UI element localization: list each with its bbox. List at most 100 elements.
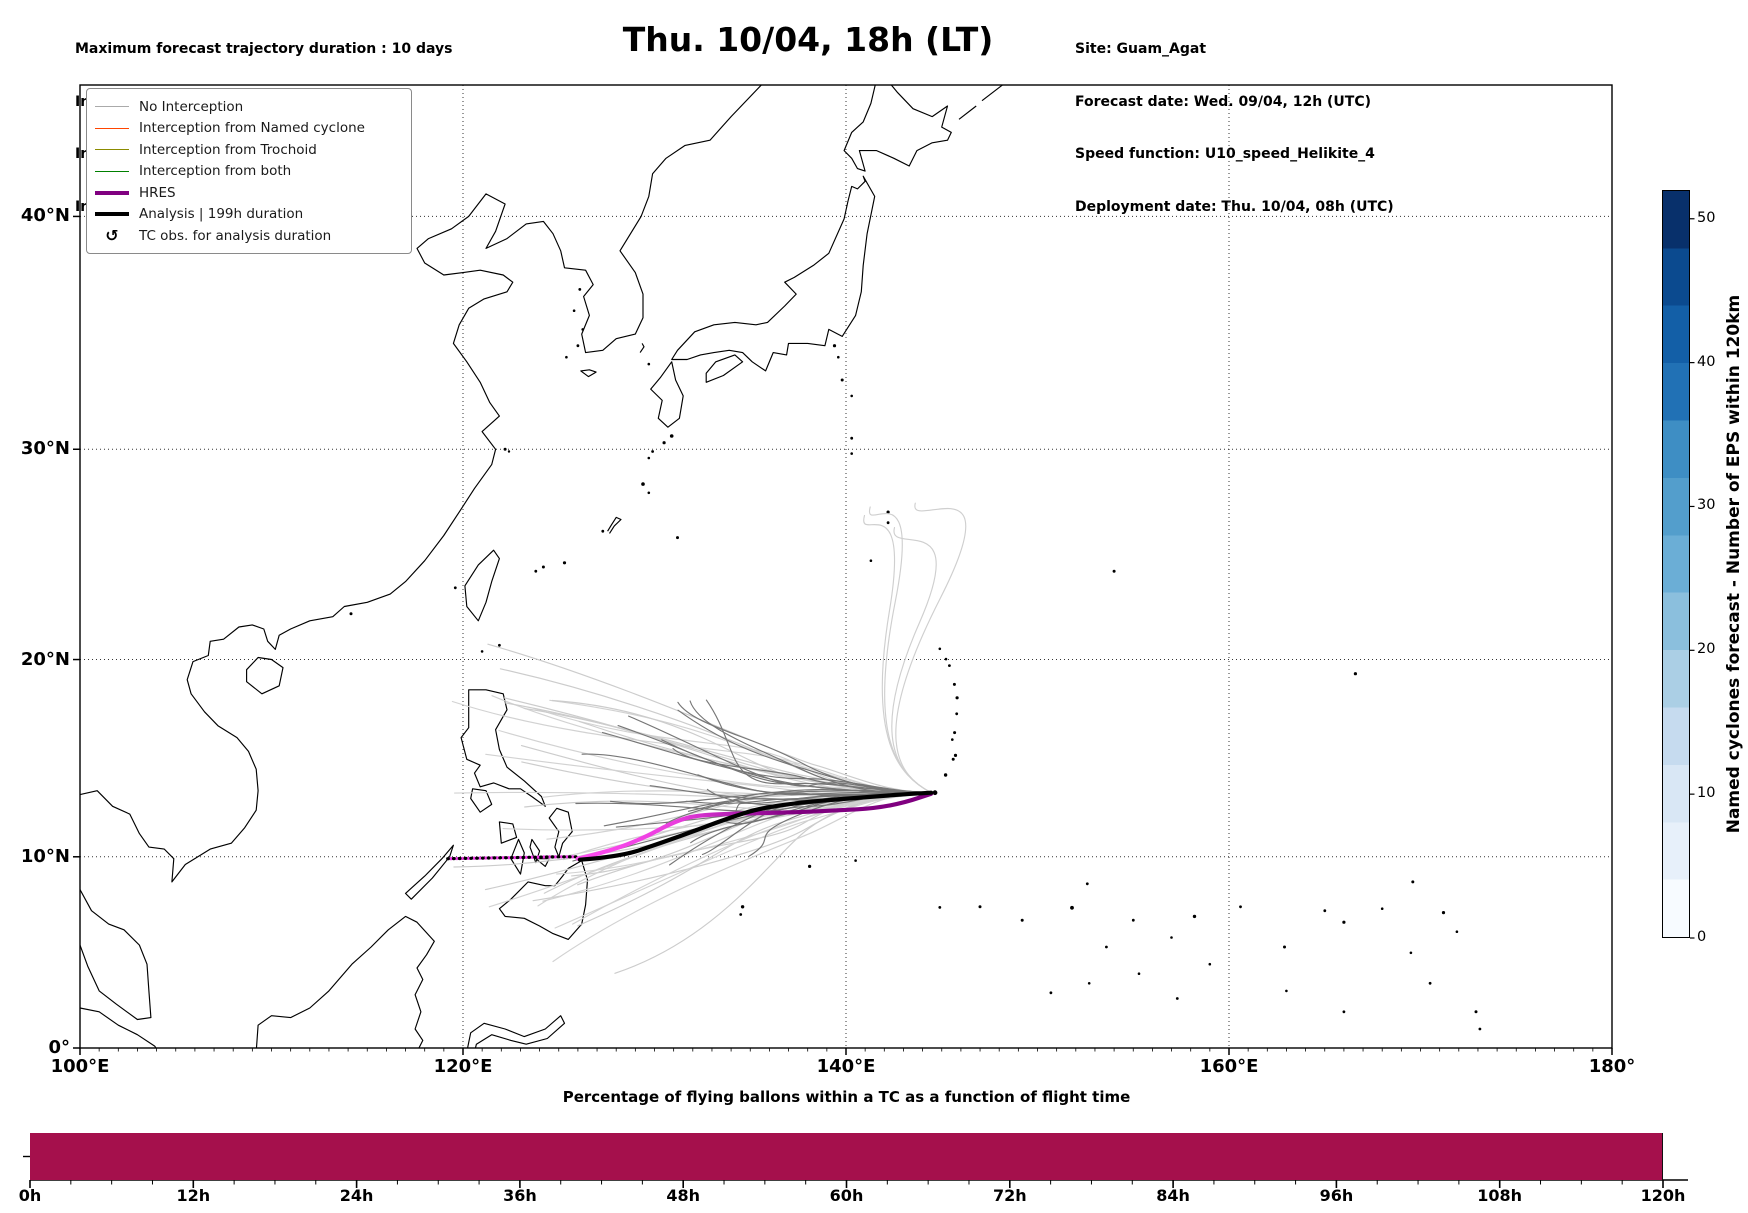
x-axis-label-180: 180° [1588, 1056, 1636, 1077]
flight-time-label-108h: 108h [1477, 1186, 1523, 1205]
coastline-mainland-asia [80, 85, 763, 883]
legend-line-sample [95, 127, 129, 129]
tc-obs-track-black [446, 855, 580, 861]
legend-line-icon [95, 106, 129, 108]
colorbar-tick-marks [1690, 218, 1695, 939]
coastline-samar-leyte [548, 807, 573, 858]
legend-line-icon [95, 190, 129, 195]
colorbar-tick-50: 50 [1697, 209, 1716, 226]
page-title: Thu. 10/04, 18h (LT) [622, 20, 994, 59]
y-axis-label-20: 20°N [20, 648, 70, 670]
coastline-tsushima [639, 343, 645, 353]
x-axis-label-140: 140°E [816, 1056, 876, 1077]
map-legend: No Interception Interception from Named c… [86, 88, 412, 254]
coastline-sumatra [80, 1007, 157, 1048]
legend-item-0: No Interception [95, 96, 401, 118]
param-line-duration: Maximum forecast trajectory duration : 1… [75, 41, 453, 57]
bottom-chart-axis [23, 1155, 1688, 1188]
legend-line-sample [95, 190, 129, 195]
coastlines [80, 71, 1028, 1048]
flight-time-label-12h: 12h [176, 1186, 211, 1205]
flight-time-label-0h: 0h [18, 1186, 42, 1205]
coastline-sakhalin-tip [881, 71, 892, 83]
site-line-site: Site: Guam_Agat [1075, 41, 1207, 57]
legend-item-2: Interception from Trochoid [95, 139, 401, 161]
x-axis-label-160: 160°E [1199, 1056, 1259, 1077]
eps-trajectories-light [451, 502, 967, 974]
colorbar-tick-40: 40 [1697, 353, 1716, 370]
y-axis-label-40: 40°N [20, 205, 70, 227]
legend-line-icon [95, 212, 129, 217]
cyclone-rotation-icon: ↺ [105, 225, 119, 245]
tc-obs-icon: ↺ [95, 225, 129, 245]
coastline-bohol [535, 858, 550, 867]
colorbar-tick-30: 30 [1697, 497, 1716, 514]
legend-item-4: HRES [95, 182, 401, 204]
legend-label: No Interception [139, 98, 244, 115]
legend-line-sample [95, 106, 129, 108]
colorbar-tick-10: 10 [1697, 785, 1716, 802]
map-gridlines [80, 85, 1612, 1048]
colorbar-label: Named cyclones forecast - Number of EPS … [1724, 294, 1744, 834]
coastline-honshu [671, 175, 876, 372]
legend-label: Analysis | 199h duration [139, 206, 304, 223]
legend-line-icon [95, 127, 129, 129]
colorbar-tick-20: 20 [1697, 641, 1716, 658]
legend-line-sample [95, 170, 129, 172]
coastline-hokkaido [843, 85, 952, 172]
coastline-taiwan [464, 549, 500, 622]
legend-item-1: Interception from Named cyclone [95, 118, 401, 140]
legend-label: HRES [139, 184, 176, 201]
flight-time-label-60h: 60h [829, 1186, 864, 1205]
flight-time-label-36h: 36h [503, 1186, 537, 1205]
coastline-hainan [246, 656, 284, 695]
site-info: Site: Guam_Agat Forecast date: Wed. 09/0… [1075, 6, 1394, 251]
coastline-palawan [404, 844, 454, 900]
flight-time-label-48h: 48h [666, 1186, 701, 1205]
legend-item-6: ↺ TC obs. for analysis duration [95, 225, 401, 247]
flight-time-label-84h: 84h [1156, 1186, 1190, 1205]
flight-time-label-120h: 120h [1640, 1186, 1686, 1205]
legend-item-3: Interception from both [95, 161, 401, 183]
y-axis-label-30: 30°N [20, 438, 70, 460]
colorbar-tick-0: 0 [1697, 929, 1707, 945]
coastline-shikoku [705, 354, 744, 383]
legend-label: TC obs. for analysis duration [139, 227, 332, 244]
y-axis-label-0: 0° [48, 1037, 70, 1058]
legend-line-icon [95, 170, 129, 172]
legend-item-5: Analysis | 199h duration [95, 204, 401, 226]
colorbar [1662, 190, 1690, 938]
bottom-chart-bar [30, 1133, 1663, 1180]
coastline-borneo [255, 915, 435, 1048]
map-ticks [73, 215, 1613, 1055]
coastline-panay [498, 821, 518, 844]
coastline-malay-peninsula [80, 889, 152, 1021]
coastline-kuril-2 [981, 85, 1004, 102]
legend-label: Interception from Named cyclone [139, 120, 365, 137]
analysis-trajectory [577, 790, 934, 862]
site-line-speedfn: Speed function: U10_speed_Helikite_4 [1075, 146, 1375, 162]
y-axis-label-10: 10°N [20, 845, 70, 867]
x-axis-label-100: 100°E [50, 1056, 110, 1077]
coastline-sulawesi-north [466, 1015, 566, 1048]
flight-time-label-72h: 72h [992, 1186, 1027, 1205]
bottom-chart-title: Percentage of flying ballons within a TC… [562, 1088, 1131, 1106]
legend-label: Interception from Trochoid [139, 141, 317, 158]
site-line-deployment: Deployment date: Thu. 10/04, 08h (UTC) [1075, 198, 1394, 215]
coastline-kuril-3 [1011, 71, 1028, 82]
legend-line-sample [95, 212, 129, 217]
flight-time-label-24h: 24h [339, 1186, 374, 1205]
coastline-mindoro [470, 788, 493, 813]
legend-line-sample [95, 149, 129, 151]
coastline-kuril-1 [958, 105, 977, 120]
site-line-forecast: Forecast date: Wed. 09/04, 12h (UTC) [1075, 93, 1372, 110]
coastline-kyushu [650, 361, 684, 428]
flight-time-label-96h: 96h [1319, 1186, 1354, 1205]
coastline-okinawa [607, 516, 622, 534]
coastline-jeju [580, 369, 597, 378]
island-dots [349, 288, 1482, 1031]
legend-label: Interception from both [139, 163, 292, 180]
x-axis-label-120: 120°E [433, 1056, 493, 1077]
